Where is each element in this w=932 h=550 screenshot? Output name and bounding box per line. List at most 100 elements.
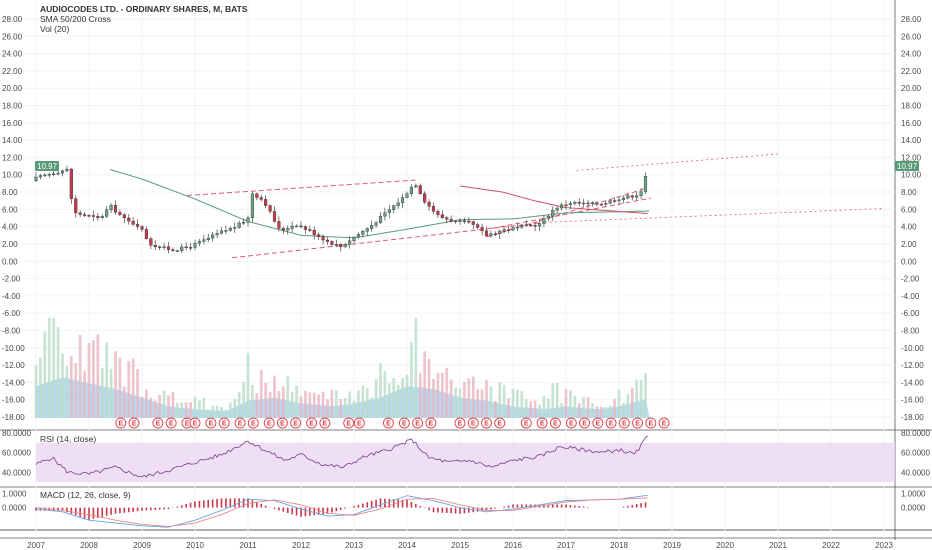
volume-bar xyxy=(92,340,95,418)
volume-bar xyxy=(582,396,586,418)
time-tick-label: 2021 xyxy=(769,541,787,550)
volume-bar xyxy=(586,397,590,418)
volume-bar xyxy=(251,385,254,418)
volume-bar xyxy=(608,405,612,418)
earnings-marker xyxy=(218,417,230,429)
candle-body xyxy=(175,250,179,252)
volume-bar xyxy=(591,402,594,418)
price-tick-label-right: 14.00 xyxy=(901,136,922,145)
price-tick-label-left: 28.00 xyxy=(2,15,23,24)
price-tick-label-left: -8.00 xyxy=(2,326,21,335)
sma-50-line xyxy=(110,169,649,239)
candle-body xyxy=(378,215,383,223)
candle-body xyxy=(330,241,334,245)
volume-bar xyxy=(184,402,188,418)
volume-bar xyxy=(529,401,533,418)
volume-bar xyxy=(228,402,232,418)
indicator-vol-label: Vol (20) xyxy=(40,24,69,34)
earnings-marker-label: E xyxy=(540,421,545,428)
trendline xyxy=(576,153,779,171)
candle-body xyxy=(237,222,241,228)
candle-body xyxy=(471,221,475,225)
volume-bar xyxy=(47,318,51,418)
volume-bar xyxy=(308,392,312,418)
macd-tick-label-right: 1.0000 xyxy=(901,490,926,499)
rsi-label: RSI (14, close) xyxy=(40,434,96,444)
earnings-marker xyxy=(658,417,670,429)
candle-body xyxy=(193,242,197,248)
candle-body xyxy=(184,246,188,249)
candle-body xyxy=(158,246,162,249)
volume-bar xyxy=(52,318,56,418)
earnings-marker-label: E xyxy=(209,421,214,428)
volume-bar xyxy=(604,407,608,418)
volume-bar xyxy=(617,389,621,418)
candle-body xyxy=(537,223,542,227)
price-tick-label-right: 8.00 xyxy=(901,188,917,197)
earnings-marker-label: E xyxy=(346,421,351,428)
candle-body xyxy=(109,205,113,211)
volume-bar xyxy=(180,402,184,418)
volume-bar xyxy=(507,398,510,418)
candle-body xyxy=(374,222,378,226)
candle-body xyxy=(56,172,60,175)
candle-body xyxy=(233,227,237,229)
earnings-marker-label: E xyxy=(497,421,502,428)
volume-bar xyxy=(317,394,321,418)
candle-body xyxy=(264,199,268,206)
price-tick-label-right: -6.00 xyxy=(901,309,920,318)
volume-bar xyxy=(410,341,413,418)
earnings-marker-label: E xyxy=(185,421,190,428)
candle-body xyxy=(339,244,343,248)
price-tick-label-left: 2.00 xyxy=(2,240,18,249)
rsi-band xyxy=(36,442,895,483)
volume-bar xyxy=(34,365,38,418)
last-price-left: 10.97 xyxy=(37,162,58,171)
volume-bar xyxy=(551,383,555,418)
candle-body xyxy=(621,197,625,201)
price-tick-label-right: 24.00 xyxy=(901,50,922,59)
volume-bar xyxy=(573,395,577,418)
earnings-marker xyxy=(494,417,506,429)
candle-body xyxy=(560,204,564,209)
candle-body xyxy=(272,211,277,222)
candle-body xyxy=(551,210,555,217)
price-tick-label-left: 6.00 xyxy=(2,205,18,214)
candle-body xyxy=(409,186,413,194)
earnings-marker-label: E xyxy=(595,421,600,428)
candle-body xyxy=(524,224,528,227)
volume-bar xyxy=(87,343,91,418)
earnings-marker-label: E xyxy=(118,421,123,428)
price-tick-label-right: -2.00 xyxy=(901,275,920,284)
volume-bar xyxy=(533,400,537,418)
volume-bar xyxy=(449,379,453,418)
candle-body xyxy=(582,202,586,205)
earnings-marker-label: E xyxy=(662,421,667,428)
trendline xyxy=(544,208,885,223)
volume-bar xyxy=(56,326,60,418)
earnings-marker xyxy=(189,417,201,429)
candle-body xyxy=(100,216,104,219)
volume-bar xyxy=(281,386,285,418)
volume-bar xyxy=(321,391,325,418)
candle-body xyxy=(290,225,294,229)
candle-body xyxy=(149,238,153,246)
volume-bar xyxy=(153,400,157,418)
candle-body xyxy=(228,227,232,231)
candle-body xyxy=(590,202,595,204)
volume-bar xyxy=(259,369,263,418)
volume-bar xyxy=(65,366,69,418)
volume-bar xyxy=(343,398,347,418)
volume-bar xyxy=(516,389,519,418)
volume-bar xyxy=(564,388,568,418)
price-tick-label-left: 16.00 xyxy=(2,119,23,128)
candle-body xyxy=(343,244,347,248)
price-tick-label-left: 18.00 xyxy=(2,102,23,111)
earnings-marker-label: E xyxy=(357,421,362,428)
candle-body xyxy=(617,199,621,202)
last-price-tag-right: 10.97 xyxy=(895,161,919,171)
volume-bar xyxy=(109,368,113,418)
volume-bar xyxy=(299,396,303,418)
